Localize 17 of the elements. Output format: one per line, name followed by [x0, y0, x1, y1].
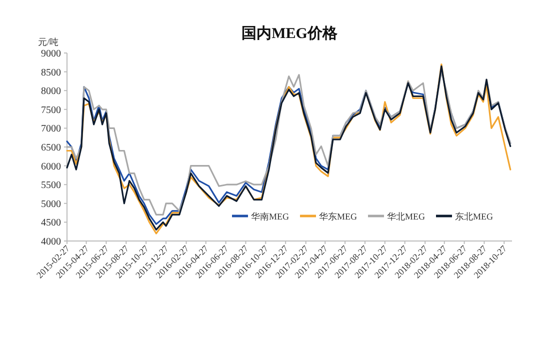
legend-label: 华北MEG [387, 212, 426, 222]
y-tick-label: 4000 [41, 236, 61, 248]
y-axis-title: 元/吨 [38, 37, 59, 47]
y-tick-label: 4500 [41, 218, 61, 229]
y-tick-label: 6000 [41, 161, 61, 172]
y-tick-label: 9000 [41, 48, 61, 60]
chart-title: 国内MEG价格 [242, 25, 338, 42]
legend-label: 华南MEG [251, 212, 290, 222]
y-tick-label: 8000 [41, 86, 61, 98]
y-tick-label: 7500 [41, 104, 61, 116]
y-tick-label: 7000 [41, 124, 61, 135]
y-tick-label: 6500 [41, 142, 61, 154]
y-tick-label: 5000 [41, 198, 61, 210]
y-tick-label: 5500 [41, 180, 61, 192]
legend-label: 东北MEG [455, 212, 494, 222]
legend-label: 华东MEG [319, 212, 358, 222]
y-tick-label: 8500 [41, 67, 61, 78]
